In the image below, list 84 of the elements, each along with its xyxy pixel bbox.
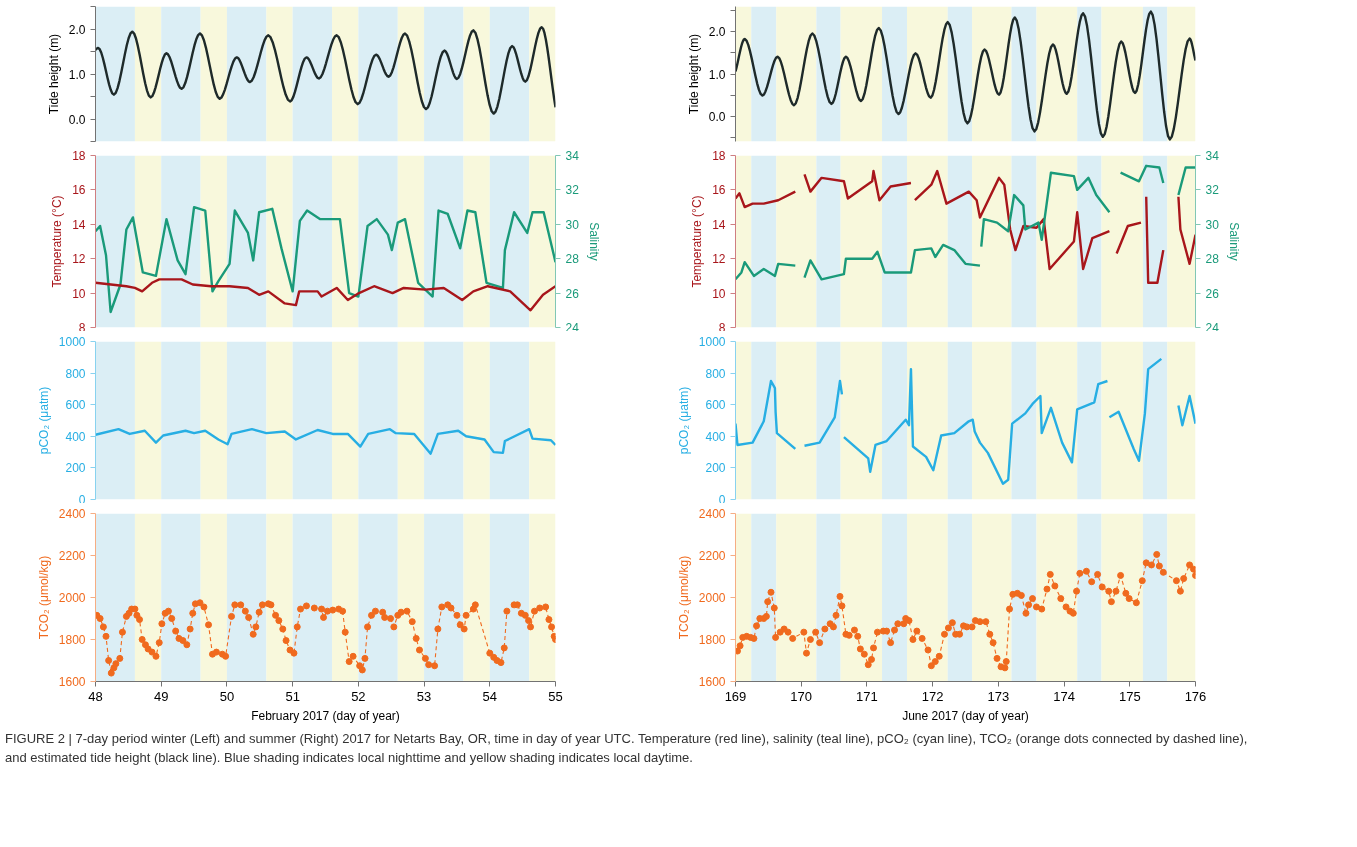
y-tick-label: 18 bbox=[72, 149, 86, 163]
y-tick-label: 14 bbox=[72, 217, 86, 232]
y2-tick-label: 32 bbox=[1205, 183, 1220, 198]
y-axis-title: TCO₂ (μmol/kg) bbox=[36, 555, 51, 640]
y2-tick-label: 28 bbox=[565, 252, 580, 267]
x-tick-label: 174 bbox=[1053, 688, 1075, 704]
y-tick-label: 1800 bbox=[698, 633, 726, 647]
x-tick-label: 54 bbox=[482, 688, 498, 704]
y-axis-title: Tide height (m) bbox=[686, 33, 701, 115]
x-tick-label: 173 bbox=[987, 688, 1010, 704]
y2-tick-label: 24 bbox=[1205, 320, 1220, 335]
x-tick-label: 53 bbox=[416, 688, 432, 704]
x-tick-label: 55 bbox=[548, 688, 563, 704]
y-tick-label: 16 bbox=[72, 183, 86, 198]
y-tick-label: 12 bbox=[712, 252, 726, 267]
y-tick-label: 2400 bbox=[58, 507, 86, 521]
y-tick-label: 1000 bbox=[698, 335, 726, 349]
y-tick-label: 2400 bbox=[698, 507, 726, 521]
y-tick-label: 1600 bbox=[698, 675, 726, 689]
y2-tick-label: 28 bbox=[1205, 252, 1220, 267]
y-tick-label: 2200 bbox=[58, 549, 86, 563]
x-axis-title: June 2017 (day of year) bbox=[902, 708, 1029, 723]
y-tick-label: 10 bbox=[712, 286, 726, 301]
y-tick-label: 8 bbox=[718, 320, 726, 335]
y-tick-label: 800 bbox=[65, 366, 86, 381]
line-series bbox=[95, 205, 556, 314]
y-axis-title: Temperature (°C) bbox=[50, 195, 65, 288]
y-axis-title: TCO₂ (μmol/kg) bbox=[676, 555, 691, 640]
x-tick-label: 52 bbox=[351, 688, 366, 704]
y2-tick-label: 30 bbox=[1205, 217, 1220, 232]
y-tick-label: 18 bbox=[712, 149, 726, 163]
x-tick-label: 175 bbox=[1118, 688, 1141, 704]
y-tick-label: 8 bbox=[78, 320, 86, 335]
y-tick-label: 1.0 bbox=[708, 67, 726, 82]
y2-tick-label: 32 bbox=[565, 183, 580, 198]
y-axis-title: Temperature (°C) bbox=[690, 195, 705, 288]
y-axis-title: Tide height (m) bbox=[46, 33, 61, 115]
y-tick-label: 0 bbox=[78, 492, 86, 507]
caption: FIGURE 2 | 7-day period winter (Left) and summer (Right) 2017 for Netarts Bay, OR, time in day of year UTC. Temperature (red line), salinity (teal line), pCO₂ (cyan line), TCO₂ (orange dots connected by dashed line), and estimated tide height (black line). Blue shading indicates local nighttime and yellow shading indicates local daytime. bbox=[5, 730, 1249, 767]
y-tick-label: 2.0 bbox=[68, 22, 86, 37]
y-tick-label: 14 bbox=[712, 217, 726, 232]
y-tick-label: 1600 bbox=[58, 675, 86, 689]
y-tick-label: 2200 bbox=[698, 549, 726, 563]
y2-axis-title: Salinity bbox=[1226, 222, 1241, 261]
y-tick-label: 1800 bbox=[58, 633, 86, 647]
line-series bbox=[95, 278, 556, 312]
y-tick-label: 1000 bbox=[58, 335, 86, 349]
x-tick-label: 171 bbox=[856, 688, 878, 704]
y-tick-label: 200 bbox=[705, 461, 726, 476]
x-tick-label: 48 bbox=[88, 688, 103, 704]
x-tick-label: 172 bbox=[921, 688, 944, 704]
y-tick-label: 2000 bbox=[698, 591, 726, 605]
y-tick-label: 2.0 bbox=[708, 25, 726, 40]
y-tick-label: 200 bbox=[65, 461, 86, 476]
y-tick-label: 400 bbox=[65, 429, 86, 444]
y-tick-label: 600 bbox=[65, 398, 86, 413]
x-tick-label: 50 bbox=[219, 688, 235, 704]
x-tick-label: 49 bbox=[153, 688, 169, 704]
y-tick-label: 0 bbox=[718, 492, 726, 507]
y-tick-label: 12 bbox=[72, 252, 86, 267]
y2-axis-title: Salinity bbox=[586, 222, 601, 261]
y-tick-label: 0.0 bbox=[68, 112, 86, 127]
y2-tick-label: 34 bbox=[1205, 149, 1220, 163]
y2-tick-label: 34 bbox=[565, 149, 580, 163]
y-tick-label: 16 bbox=[712, 183, 726, 198]
line-series bbox=[95, 427, 556, 455]
y2-tick-label: 30 bbox=[565, 217, 580, 232]
y2-tick-label: 26 bbox=[565, 286, 580, 301]
y-tick-label: 800 bbox=[705, 366, 726, 381]
y-tick-label: 10 bbox=[72, 286, 86, 301]
y-axis-title: pCO₂ (μatm) bbox=[676, 386, 691, 455]
y-tick-label: 400 bbox=[705, 429, 726, 444]
y-axis-title: pCO₂ (μatm) bbox=[36, 386, 51, 455]
y-tick-label: 1.0 bbox=[68, 67, 86, 82]
y-tick-label: 0.0 bbox=[708, 109, 726, 124]
x-axis-title: February 2017 (day of year) bbox=[251, 708, 400, 723]
y-tick-label: 600 bbox=[705, 398, 726, 413]
x-tick-label: 51 bbox=[285, 688, 300, 704]
x-tick-label: 170 bbox=[790, 688, 813, 704]
y2-tick-label: 26 bbox=[1205, 286, 1220, 301]
y-tick-label: 2000 bbox=[58, 591, 86, 605]
x-tick-label: 176 bbox=[1184, 688, 1207, 704]
y2-tick-label: 24 bbox=[565, 320, 580, 335]
x-tick-label: 169 bbox=[724, 688, 747, 704]
